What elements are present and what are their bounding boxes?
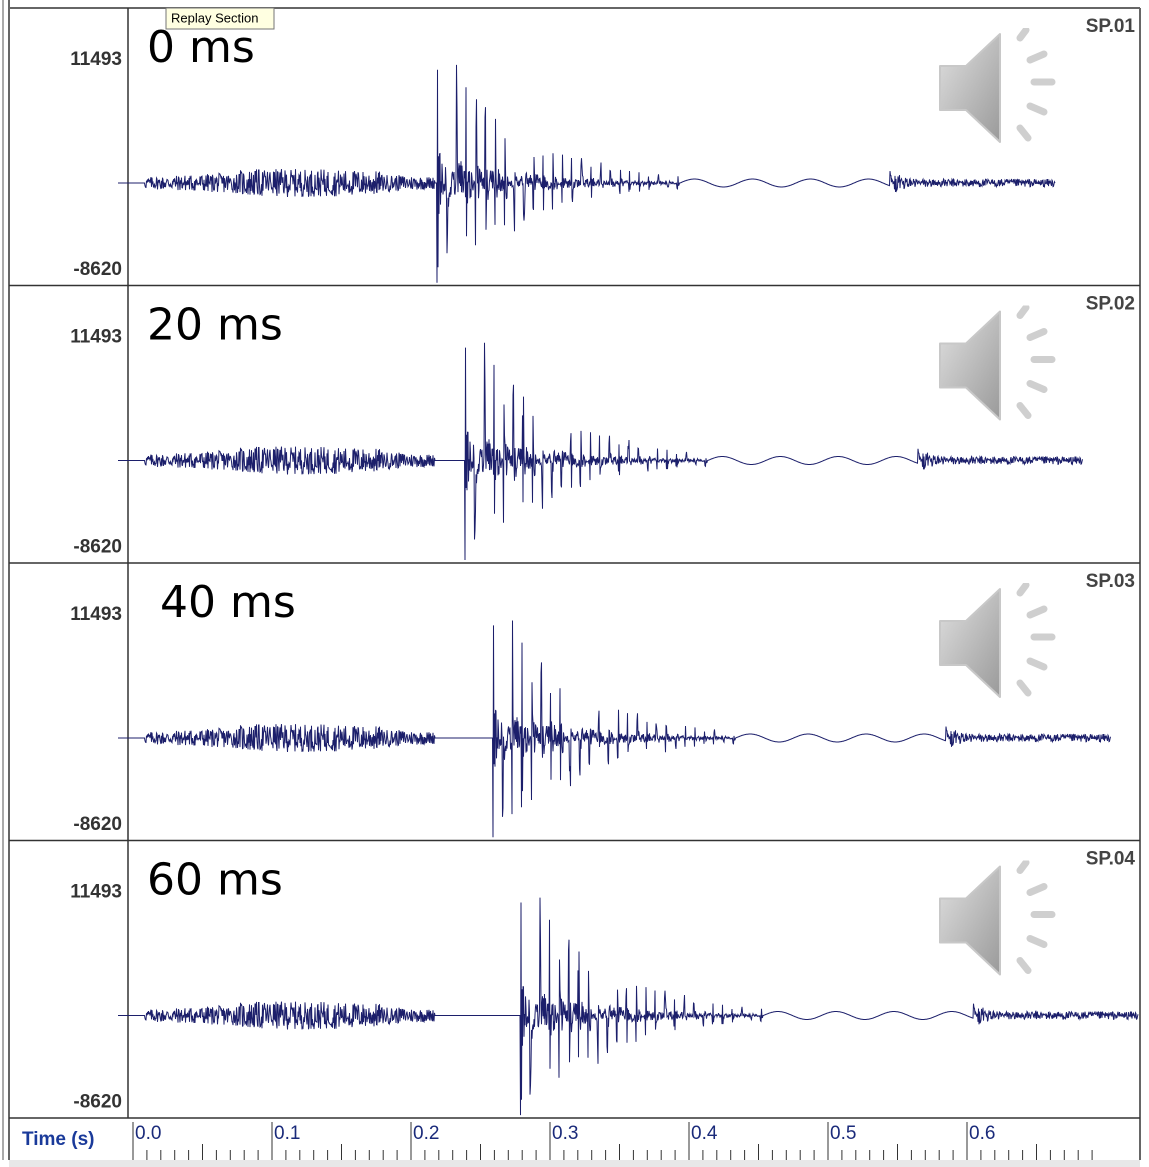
y-min-label: -8620 xyxy=(73,1092,122,1113)
y-min-label: -8620 xyxy=(73,814,122,835)
offset-label: 20 ms xyxy=(147,300,283,351)
tooltip-text: Replay Section xyxy=(171,10,258,25)
speaker-name: SP.02 xyxy=(1086,294,1135,315)
speaker-name: SP.01 xyxy=(1086,16,1136,37)
panel: 11493 -8620 40 ms SP.03 xyxy=(9,562,1140,838)
speaker-name: SP.04 xyxy=(1086,849,1136,870)
time-tick-label: 0.3 xyxy=(552,1123,578,1144)
y-max-label: 11493 xyxy=(70,604,122,625)
y-max-label: 11493 xyxy=(70,49,122,70)
offset-label: 0 ms xyxy=(147,22,255,73)
scrollbar xyxy=(9,1160,1140,1167)
waveform xyxy=(118,64,1056,283)
offset-label: 40 ms xyxy=(160,577,296,628)
waveform xyxy=(118,620,1111,838)
offset-label: 60 ms xyxy=(147,855,283,906)
time-tick-label: 0.4 xyxy=(691,1123,718,1144)
waveform xyxy=(118,897,1139,1116)
waveform xyxy=(118,342,1083,561)
y-max-label: 11493 xyxy=(70,882,122,903)
time-axis: Time (s) 0.0 0.1 0.2 0.3 0.4 0.5 0.6 xyxy=(9,1117,1140,1160)
speaker-name: SP.03 xyxy=(1086,571,1135,592)
time-tick-label: 0.0 xyxy=(135,1123,161,1144)
time-tick-label: 0.1 xyxy=(274,1123,300,1144)
time-tick-label: 0.5 xyxy=(830,1123,856,1144)
time-tick-label: 0.2 xyxy=(413,1123,439,1144)
panel: 11493 -8620 60 ms SP.04 xyxy=(9,839,1140,1116)
time-tick-label: 0.6 xyxy=(969,1123,995,1144)
panel: 11493 -8620 20 ms SP.02 xyxy=(9,284,1140,561)
panel: 11493 -8620 0 ms SP.01 xyxy=(70,16,1135,283)
y-min-label: -8620 xyxy=(73,537,122,558)
y-min-label: -8620 xyxy=(73,259,122,280)
y-max-label: 11493 xyxy=(70,327,122,348)
time-axis-label: Time (s) xyxy=(22,1129,95,1150)
tooltip xyxy=(165,7,275,30)
